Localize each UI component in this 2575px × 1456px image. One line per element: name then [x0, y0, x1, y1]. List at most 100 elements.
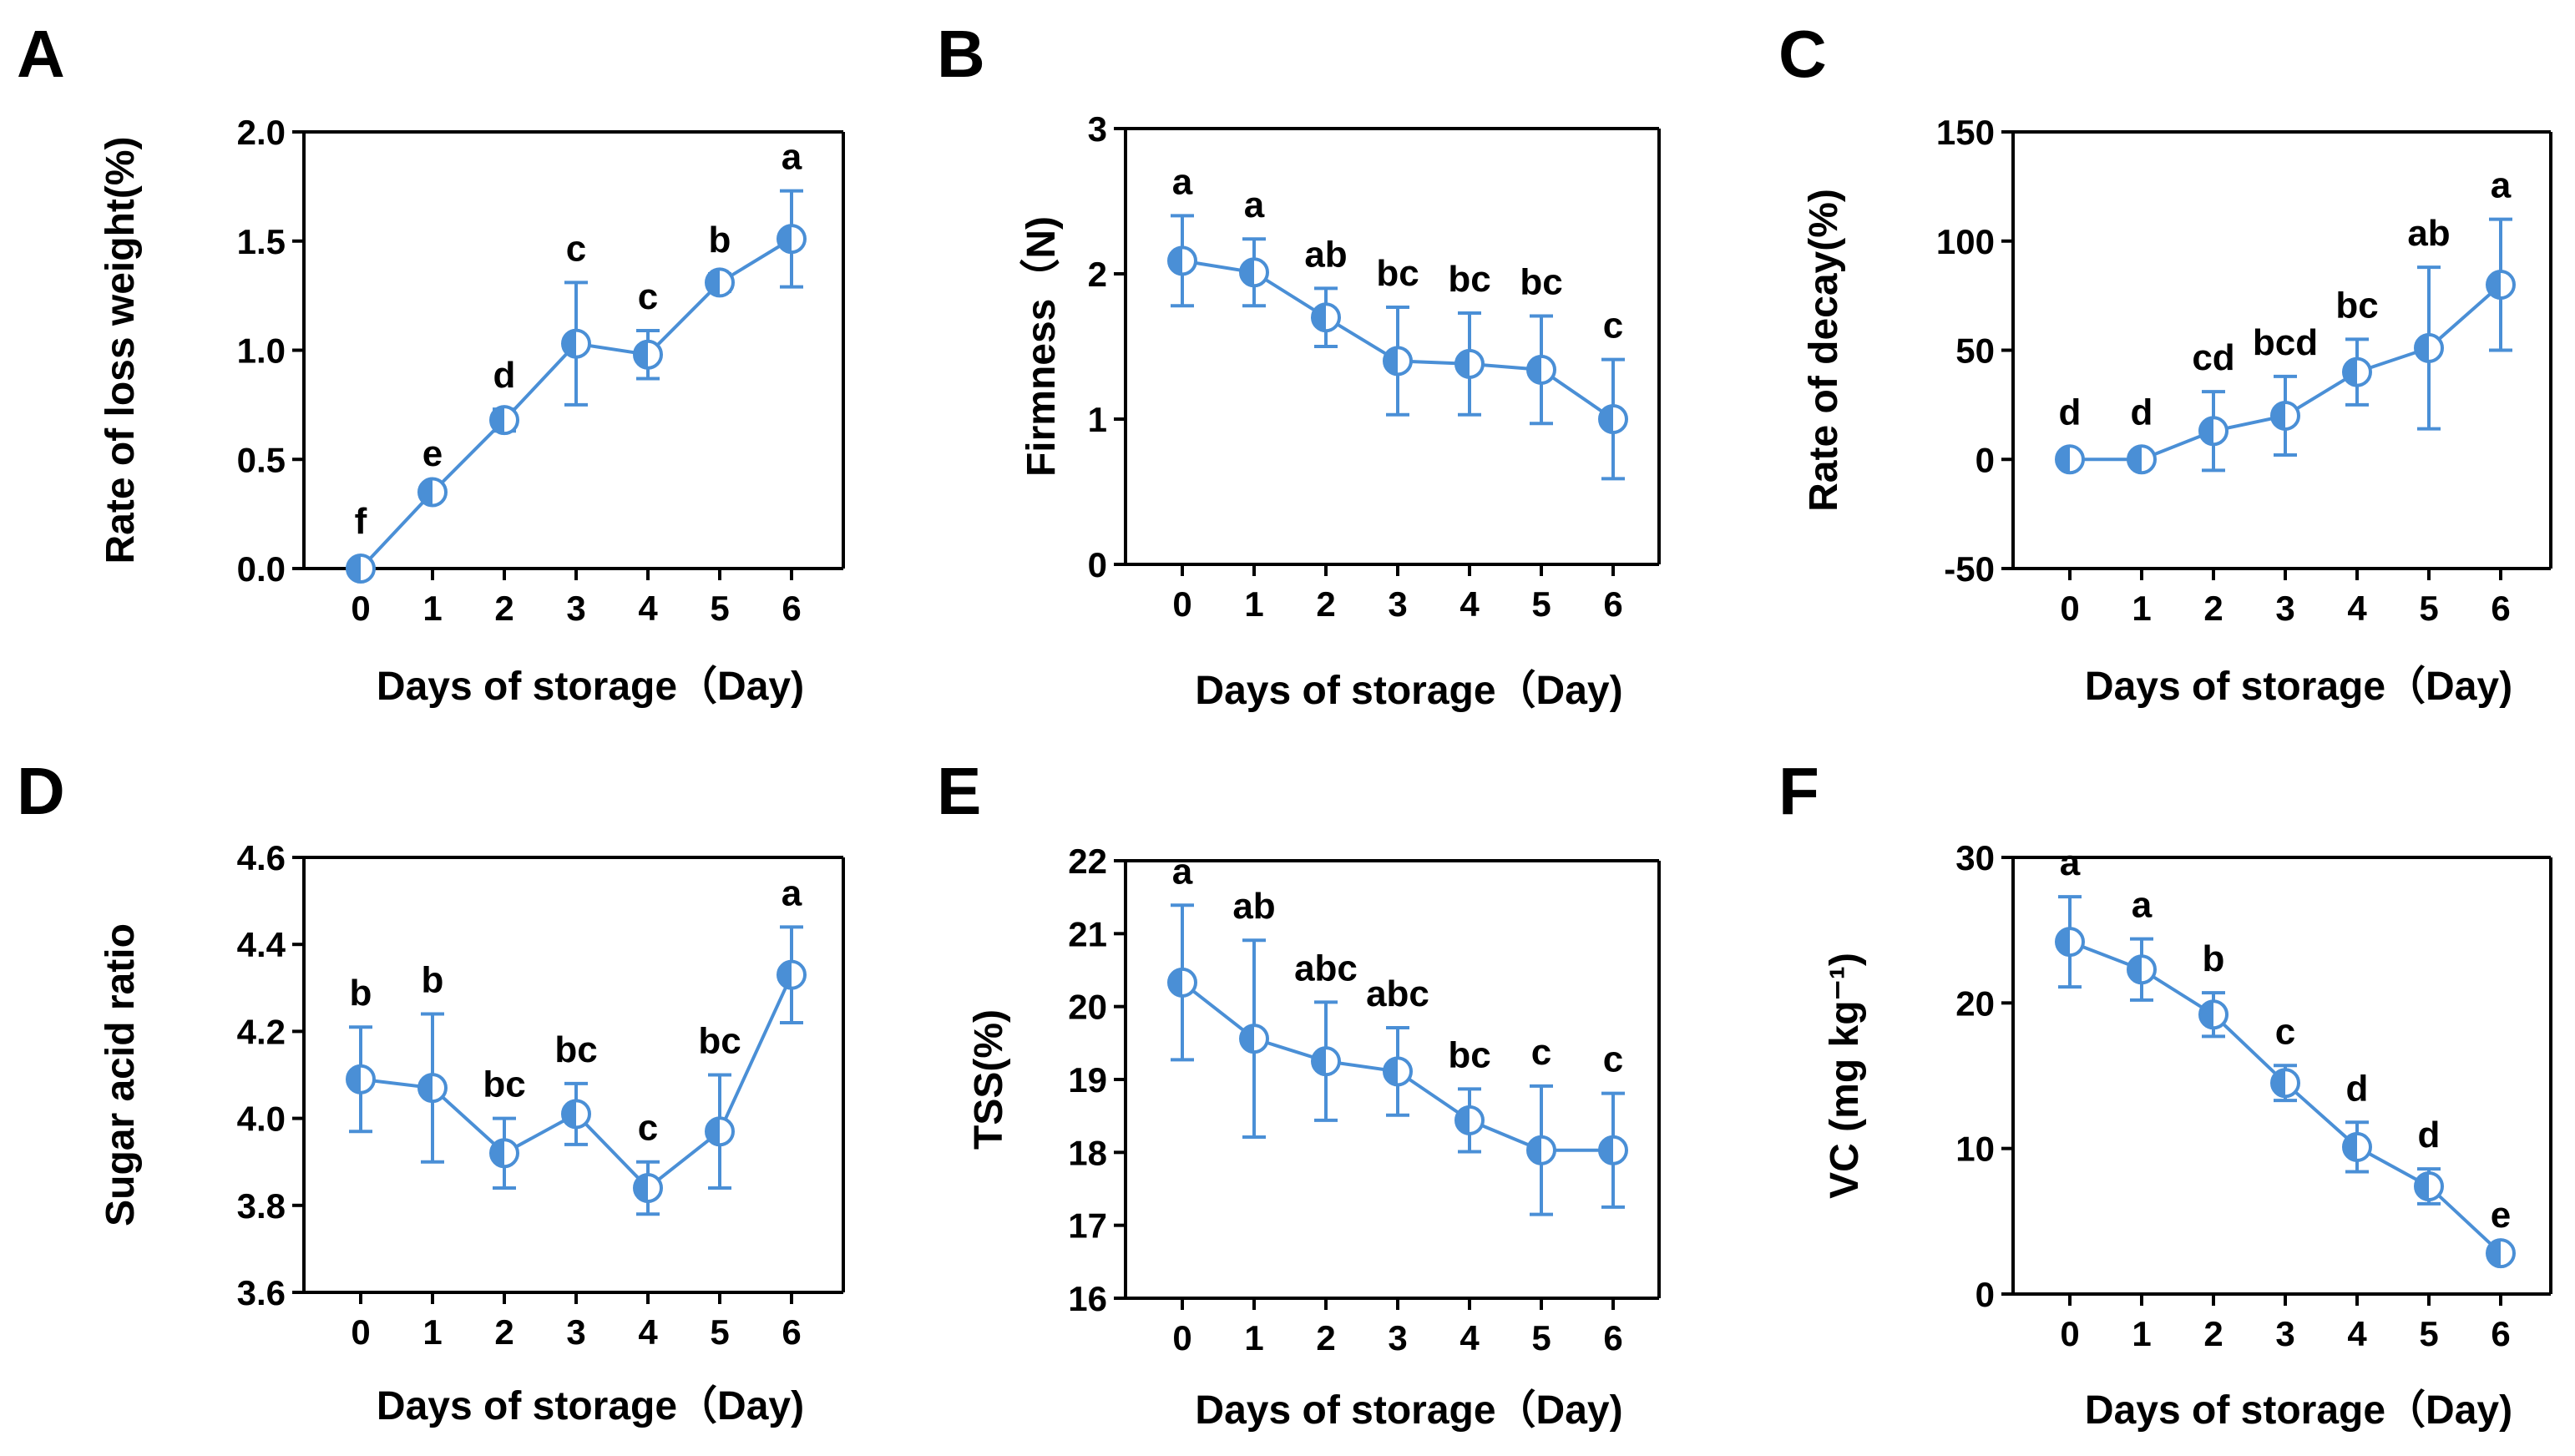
x-tick-label: 3 [566, 589, 585, 628]
significance-letter: bc [1520, 261, 1562, 302]
significance-letter: ab [1232, 886, 1275, 927]
panel-letter-a: A [17, 17, 65, 91]
data-point-half [419, 478, 433, 506]
y-tick-label: 0.0 [237, 549, 286, 589]
significance-letter: e [422, 433, 443, 474]
significance-letter: c [638, 1108, 658, 1149]
significance-letter: a [2132, 885, 2153, 926]
data-point-half [2200, 1001, 2213, 1029]
y-axis-title: Firmness（N) [1019, 216, 1064, 477]
x-tick-label: 1 [2132, 589, 2151, 628]
data-point-half [1528, 1136, 1541, 1164]
panel-letter-e: E [937, 754, 981, 828]
x-tick-label: 6 [1603, 584, 1622, 624]
significance-letter: b [422, 960, 444, 1001]
data-point-half [2487, 271, 2501, 299]
x-tick-label: 1 [422, 589, 442, 628]
data-point-half [2272, 402, 2285, 429]
significance-letter: bc [554, 1029, 597, 1070]
data-point-half [1313, 304, 1326, 331]
y-tick-label: 0.5 [237, 440, 286, 479]
data-point-half [778, 225, 792, 253]
data-point-half [1169, 247, 1182, 275]
data-point-half [347, 555, 361, 582]
y-tick-label: -50 [1944, 549, 1995, 589]
y-tick-label: 19 [1068, 1060, 1107, 1100]
x-tick-label: 5 [2419, 589, 2438, 628]
data-point-half [2416, 334, 2429, 361]
y-tick-label: 20 [1068, 988, 1107, 1027]
x-tick-label: 0 [1172, 584, 1191, 624]
significance-letter: b [350, 973, 372, 1014]
significance-letter: a [2060, 842, 2081, 883]
x-tick-label: 2 [2203, 1314, 2223, 1353]
data-point-half [1384, 347, 1398, 375]
significance-letter: b [709, 220, 731, 260]
data-point-half [2200, 417, 2213, 445]
data-point-half [491, 1140, 504, 1167]
significance-letter: a [2491, 165, 2512, 206]
y-axis-title: Rate of decay(%) [1802, 189, 1846, 512]
x-axis-title: Days of storage（Day) [2085, 665, 2512, 709]
x-tick-label: 4 [1460, 584, 1480, 624]
x-tick-label: 3 [1388, 584, 1407, 624]
significance-letter: d [2418, 1115, 2441, 1155]
data-point-half [347, 1065, 361, 1093]
y-tick-label: 18 [1068, 1133, 1107, 1172]
data-point-half [778, 961, 792, 988]
x-tick-label: 4 [2347, 589, 2367, 628]
significance-letter: c [1531, 1032, 1551, 1073]
x-tick-label: 3 [2275, 1314, 2294, 1353]
data-point-half [2344, 358, 2357, 386]
data-point-half [2056, 928, 2070, 956]
data-point-half [2056, 446, 2070, 473]
data-point-half [1600, 1136, 1613, 1164]
y-tick-label: 20 [1955, 983, 1995, 1023]
significance-letter: b [2203, 938, 2225, 979]
x-tick-label: 6 [782, 589, 801, 628]
y-axis-title: TSS(%) [967, 1009, 1011, 1150]
data-point-half [2128, 956, 2142, 983]
data-point-half [1456, 1106, 1470, 1134]
significance-letter: cd [2192, 337, 2234, 378]
x-axis-title: Days of storage（Day) [1195, 669, 1622, 713]
x-tick-label: 0 [2060, 1314, 2079, 1353]
panel-d: D 3.6 3.8 4.0 4.2 4.4 4.6 0 1 2 3 4 5 6 Days of storag… [17, 754, 845, 1428]
significance-letter: bc [1448, 1034, 1490, 1075]
significance-letter: e [2491, 1195, 2511, 1236]
x-axis-title: Days of storage（Day) [2085, 1388, 2512, 1433]
significance-letter: c [1603, 306, 1623, 346]
x-tick-label: 0 [351, 1312, 370, 1352]
y-tick-label: 10 [1955, 1130, 1995, 1169]
data-point-half [1313, 1048, 1326, 1075]
x-tick-label: 1 [422, 1312, 442, 1352]
x-tick-label: 6 [2491, 1314, 2510, 1353]
significance-letter: d [2346, 1068, 2369, 1109]
significance-letter: f [355, 501, 367, 542]
panel-a: A 0.0 0.5 1.0 1.5 2.0 0 1 2 3 4 5 6 Days of storage（D… [17, 17, 845, 709]
y-tick-label: 0 [1976, 440, 1995, 479]
y-tick-label: 2 [1088, 255, 1107, 294]
panel-e: E 16 17 18 19 20 21 22 0 1 2 3 4 5 6 Days of storage（Da… [937, 754, 1661, 1433]
data-point-half [2272, 1069, 2285, 1097]
significance-letter: c [2275, 1011, 2295, 1052]
x-tick-label: 2 [494, 589, 513, 628]
data-point-half [1241, 259, 1254, 286]
x-axis-title: Days of storage（Day) [377, 665, 804, 709]
significance-letter: ab [2407, 213, 2450, 254]
data-point-half [1600, 406, 1613, 432]
data-point-half [563, 330, 576, 357]
y-tick-label: 3 [1088, 109, 1107, 149]
panel-letter-d: D [17, 754, 65, 828]
y-tick-label: 4.2 [237, 1012, 286, 1051]
significance-letter: c [1603, 1039, 1623, 1080]
panel-b: B 0 1 2 3 0 1 2 3 4 5 6 Days of storage（Day) Firmness… [937, 17, 1661, 713]
x-axis-title: Days of storage（Day) [1195, 1388, 1622, 1433]
y-axis-title: Rate of loss weight(%) [99, 136, 143, 564]
significance-letter: bcd [2253, 322, 2318, 363]
y-tick-label: 1.5 [237, 222, 286, 261]
y-tick-label: 17 [1068, 1206, 1107, 1246]
panel-letter-b: B [937, 17, 985, 91]
x-tick-label: 6 [2491, 589, 2510, 628]
